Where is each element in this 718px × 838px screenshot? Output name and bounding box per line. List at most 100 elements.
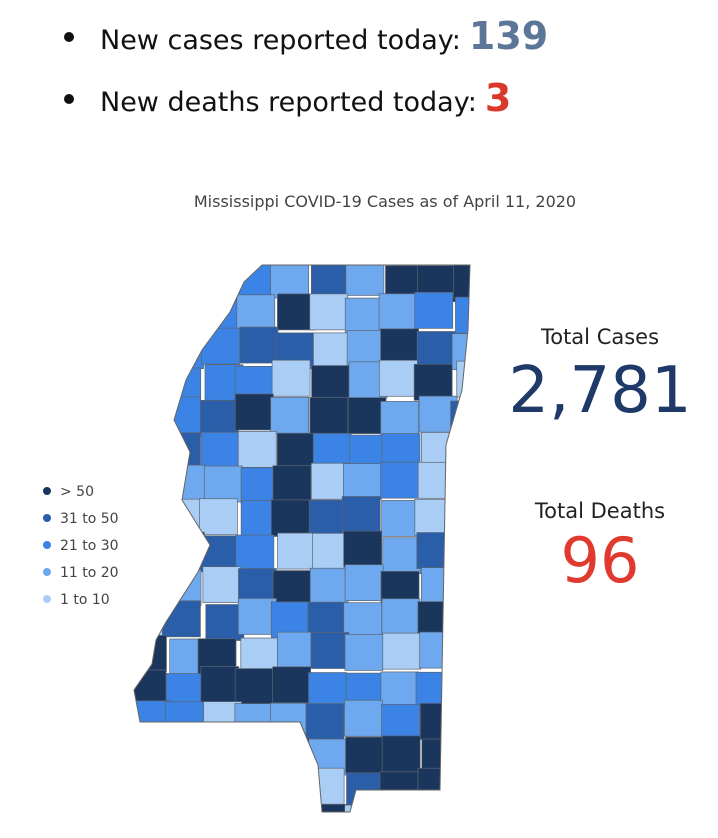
county	[381, 735, 421, 773]
legend-dot	[43, 487, 51, 495]
county	[270, 396, 310, 434]
county	[415, 671, 455, 709]
county	[201, 327, 240, 365]
county	[239, 326, 279, 364]
county	[342, 463, 382, 500]
county	[200, 292, 239, 330]
county	[452, 495, 470, 533]
county	[276, 803, 316, 812]
county	[162, 396, 201, 434]
county-layer	[134, 265, 470, 812]
county	[378, 293, 418, 331]
county	[381, 598, 421, 636]
county	[416, 331, 456, 368]
county	[308, 672, 347, 709]
county	[199, 498, 238, 536]
county	[200, 666, 240, 704]
county	[310, 462, 350, 500]
county	[165, 531, 205, 569]
legend-dot	[43, 514, 51, 522]
county	[203, 465, 243, 503]
county	[344, 634, 384, 671]
county	[347, 397, 387, 434]
county	[165, 701, 204, 739]
county	[272, 465, 312, 503]
county	[168, 768, 208, 806]
county	[380, 401, 420, 438]
total-deaths-label: Total Deaths	[534, 499, 665, 523]
county	[277, 532, 316, 570]
county	[416, 532, 456, 569]
county	[455, 296, 470, 334]
county	[237, 598, 277, 635]
county	[162, 569, 202, 607]
county	[203, 740, 242, 778]
county	[453, 265, 470, 299]
county	[344, 297, 384, 335]
county	[234, 668, 274, 705]
county	[165, 332, 204, 370]
county	[272, 570, 312, 607]
county	[308, 499, 348, 537]
county	[167, 801, 206, 812]
county	[344, 564, 384, 602]
county	[165, 265, 204, 299]
total-cases-value: 2,781	[508, 354, 691, 428]
county	[456, 809, 470, 812]
bullet-value: 139	[468, 14, 549, 58]
county	[202, 566, 242, 604]
legend-dot	[43, 541, 51, 549]
county	[277, 293, 316, 331]
county	[165, 293, 204, 331]
county	[238, 807, 278, 812]
legend-label: > 50	[60, 484, 94, 500]
county	[134, 293, 167, 330]
county	[134, 469, 165, 507]
county	[414, 292, 454, 329]
county	[200, 805, 239, 812]
county	[454, 669, 470, 706]
county	[413, 363, 453, 401]
county	[134, 565, 171, 603]
bullet-label: New deaths reported today:	[100, 87, 477, 118]
legend-label: 31 to 50	[60, 511, 119, 527]
county	[454, 434, 470, 471]
county	[341, 496, 381, 533]
county	[311, 365, 351, 402]
bullet-label: New cases reported today:	[100, 25, 461, 56]
state-outline	[133, 264, 471, 813]
county	[134, 536, 171, 574]
county	[344, 699, 383, 737]
county	[200, 399, 239, 437]
county	[381, 704, 420, 741]
bullet-item: New deaths reported today: 3	[60, 70, 548, 132]
county	[234, 393, 274, 431]
county	[134, 395, 165, 433]
county	[311, 804, 350, 812]
county	[235, 534, 275, 572]
county	[455, 700, 470, 738]
county	[454, 598, 470, 636]
county	[343, 530, 383, 568]
bullet-item: New cases reported today: 139	[60, 8, 548, 70]
county	[309, 396, 349, 434]
county	[134, 429, 165, 466]
county	[134, 364, 168, 402]
county	[134, 772, 171, 810]
county	[164, 736, 203, 774]
county	[310, 632, 350, 669]
bullet-value: 3	[484, 76, 512, 120]
county	[134, 498, 171, 535]
county	[378, 359, 418, 397]
county	[380, 809, 419, 812]
county	[345, 265, 385, 296]
county	[305, 703, 345, 740]
map-title: Mississippi COVID-19 Cases as of April 1…	[194, 192, 576, 211]
county	[453, 564, 470, 602]
county	[417, 461, 457, 499]
county	[419, 703, 459, 740]
county	[381, 500, 420, 537]
county	[419, 631, 459, 669]
